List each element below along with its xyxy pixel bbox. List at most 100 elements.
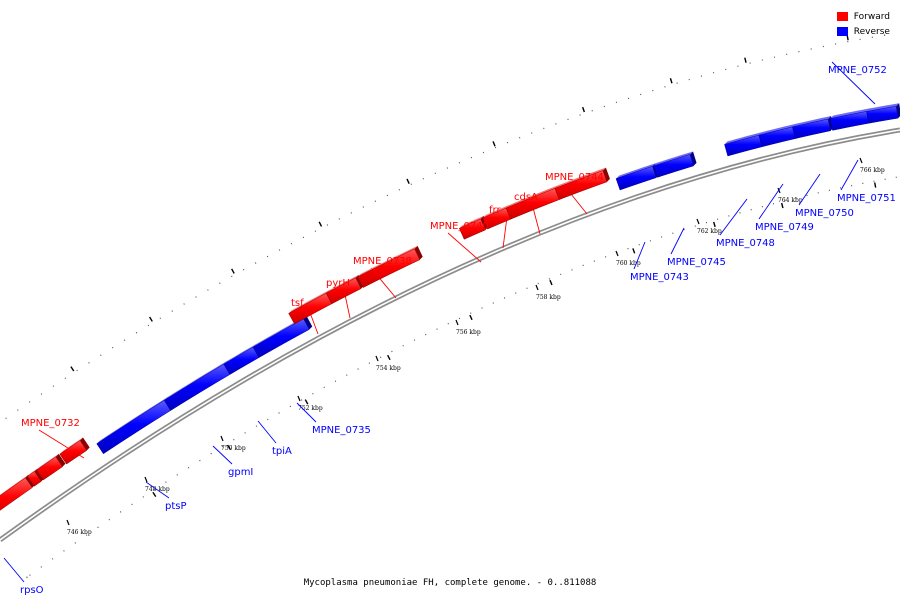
tick-dot-lower bbox=[51, 558, 54, 560]
tick-mark bbox=[455, 319, 459, 326]
gene-fragment-left[interactable] bbox=[0, 474, 36, 521]
gene-label-mpne-0744[interactable]: MPNE_0744 bbox=[545, 172, 604, 183]
gene-mpne-0750[interactable] bbox=[792, 116, 834, 139]
tick-dot-upper bbox=[147, 324, 150, 327]
tick-dot-upper bbox=[219, 282, 221, 284]
gene-fragment-left-mid[interactable] bbox=[36, 453, 66, 481]
gene-mpne-0752[interactable] bbox=[866, 103, 900, 124]
tick-dot-lower bbox=[187, 466, 190, 469]
legend-forward-label: Forward bbox=[853, 11, 890, 22]
tick-label: 750 kbp bbox=[221, 445, 246, 452]
gene-label-cdsa[interactable]: cdsA bbox=[514, 192, 538, 203]
gene-front-face bbox=[59, 440, 88, 465]
tick-dot-lower bbox=[119, 511, 122, 513]
major-tick-upper bbox=[492, 141, 496, 147]
leader-mpne-0749 bbox=[758, 183, 784, 220]
tick-mark bbox=[696, 218, 700, 225]
gene-front-face bbox=[458, 218, 486, 240]
gene-label-rpso[interactable]: rpsO bbox=[20, 585, 44, 596]
legend-reverse: Reverse bbox=[836, 24, 890, 39]
tick-dot-lower bbox=[458, 317, 461, 320]
genome-caption: Mycoplasma pneumoniae FH, complete genom… bbox=[303, 578, 597, 588]
leader-frr bbox=[502, 216, 508, 249]
gene-label-mpne-0732[interactable]: MPNE_0732 bbox=[21, 418, 80, 429]
gene-label-mpne-0738[interactable]: MPNE_0738 bbox=[353, 256, 412, 267]
tick-dot-upper bbox=[266, 255, 269, 258]
tick-dot-upper bbox=[123, 339, 126, 341]
gene-label-ptsp[interactable]: ptsP bbox=[165, 501, 187, 512]
gene-end-face bbox=[896, 103, 900, 119]
gene-label-gpmi[interactable]: gpmI bbox=[228, 467, 253, 478]
tick-dot-upper bbox=[52, 385, 55, 387]
gene-front-face bbox=[653, 154, 694, 178]
major-ticks bbox=[70, 34, 877, 498]
tick-label: 760 kbp bbox=[616, 260, 641, 267]
tick-dot-lower bbox=[346, 374, 348, 376]
gene-gpmi[interactable] bbox=[163, 361, 233, 411]
gene-label-mpne-0750[interactable]: MPNE_0750 bbox=[795, 208, 854, 219]
gene-label-mpne-0740[interactable]: MPNE_0740 bbox=[430, 221, 489, 232]
tick-dot-lower bbox=[63, 550, 65, 552]
tick-dot-lower bbox=[244, 432, 246, 434]
gene-label-mpne-0743[interactable]: MPNE_0743 bbox=[630, 272, 689, 283]
gene-label-mpne-0735[interactable]: MPNE_0735 bbox=[312, 425, 371, 436]
tick-dot-lower bbox=[40, 566, 43, 568]
tick-dot-lower bbox=[97, 526, 99, 529]
tick-dot-upper bbox=[183, 303, 185, 305]
gene-mpne-0735[interactable] bbox=[252, 315, 313, 358]
tick-label: 746 kbp bbox=[67, 529, 92, 536]
tick-dot-lower bbox=[199, 459, 201, 462]
gene-label-mpne-0752[interactable]: MPNE_0752 bbox=[828, 65, 887, 76]
tick-label: 766 kbp bbox=[860, 167, 885, 174]
gene-mpne-0738[interactable] bbox=[357, 245, 423, 288]
gene-top-face bbox=[830, 108, 870, 119]
reverse-swatch bbox=[836, 27, 848, 36]
strand-legend: Forward Reverse bbox=[836, 9, 890, 39]
gene-label-mpne-0745[interactable]: MPNE_0745 bbox=[667, 257, 726, 268]
major-tick-upper bbox=[149, 316, 153, 322]
gene-top-face bbox=[724, 132, 763, 145]
gene-mpne-0744[interactable] bbox=[554, 167, 610, 200]
tick-dot-upper bbox=[362, 206, 365, 208]
gene-label-tsf[interactable]: tsf bbox=[291, 298, 304, 309]
gene-mpne-0732[interactable] bbox=[59, 437, 90, 465]
tick-dot-upper bbox=[290, 242, 293, 245]
gene-front-face bbox=[554, 170, 608, 200]
major-tick-lower bbox=[152, 491, 157, 498]
tick-mark bbox=[615, 250, 619, 257]
major-tick-lower bbox=[632, 248, 636, 254]
gene-mpne-0743[interactable] bbox=[615, 163, 660, 191]
gene-label-frr[interactable]: frr bbox=[489, 205, 501, 216]
tick-dot-lower bbox=[334, 380, 337, 382]
gene-front-face bbox=[163, 363, 231, 411]
gene-label-mpne-0748[interactable]: MPNE_0748 bbox=[716, 238, 775, 249]
major-tick-lower bbox=[304, 399, 309, 405]
gene-mpne-0745[interactable] bbox=[653, 151, 697, 178]
tick-dot-lower bbox=[436, 328, 438, 330]
leader-mpne-0752 bbox=[831, 61, 876, 105]
gene-label-tpia[interactable]: tpiA bbox=[272, 446, 292, 457]
gene-end-face bbox=[303, 315, 313, 330]
leader-mpne-0745 bbox=[670, 227, 685, 255]
tick-dot-lower bbox=[368, 362, 371, 364]
tick-dot-lower bbox=[357, 368, 359, 370]
tick-dot-upper bbox=[386, 194, 389, 197]
tick-dot-lower bbox=[267, 418, 269, 421]
tick-dot-upper bbox=[231, 275, 233, 278]
gene-mpne-0751[interactable] bbox=[829, 108, 872, 131]
gene-label-pyrh[interactable]: pyrH bbox=[326, 278, 350, 289]
leader-tpia bbox=[257, 420, 277, 444]
major-tick-upper bbox=[669, 78, 673, 84]
leader-mpne-0743 bbox=[633, 241, 646, 270]
gene-top-face bbox=[506, 185, 558, 209]
gene-label-mpne-0751[interactable]: MPNE_0751 bbox=[837, 193, 896, 204]
tick-dot-lower bbox=[74, 542, 77, 544]
gene-label-mpne-0749[interactable]: MPNE_0749 bbox=[755, 222, 814, 233]
major-tick-upper bbox=[744, 57, 747, 63]
gene-front-face bbox=[866, 106, 899, 124]
major-tick-lower bbox=[227, 444, 231, 450]
gene-top-face bbox=[459, 215, 484, 229]
minor-ticks bbox=[5, 34, 897, 579]
gene-pyrh[interactable] bbox=[325, 274, 365, 305]
